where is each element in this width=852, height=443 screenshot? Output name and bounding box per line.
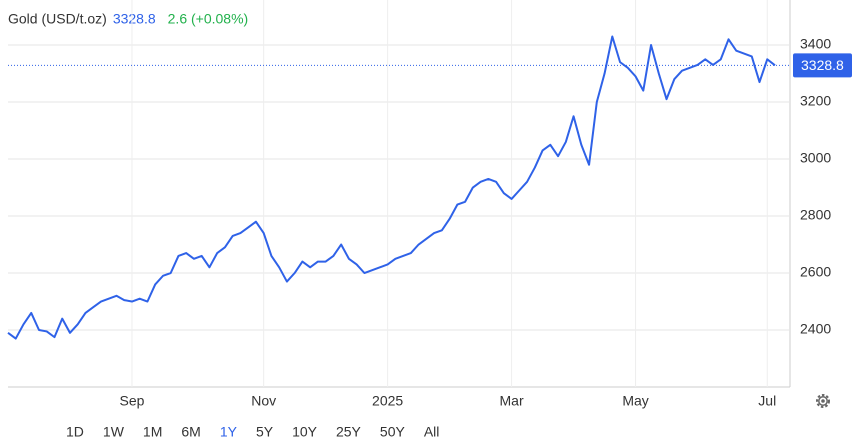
- range-button[interactable]: 5Y: [256, 424, 274, 440]
- range-button[interactable]: 50Y: [380, 424, 406, 440]
- x-tick-label: May: [622, 393, 648, 409]
- range-button[interactable]: 1M: [143, 424, 162, 440]
- range-button[interactable]: 1D: [66, 424, 84, 440]
- x-tick-label: Nov: [251, 393, 276, 409]
- header-price: 3328.8: [113, 11, 156, 27]
- gear-ring: [818, 396, 828, 406]
- gear-teeth: [816, 394, 830, 408]
- y-tick-label: 3200: [800, 93, 831, 109]
- range-button[interactable]: 1Y: [220, 424, 238, 440]
- range-button[interactable]: 10Y: [292, 424, 318, 440]
- x-tick-label: Jul: [758, 393, 776, 409]
- range-button[interactable]: 25Y: [336, 424, 362, 440]
- range-button[interactable]: 1W: [103, 424, 125, 440]
- range-button[interactable]: All: [424, 424, 440, 440]
- range-button[interactable]: 6M: [181, 424, 200, 440]
- y-tick-label: 2800: [800, 207, 831, 223]
- y-tick-label: 3400: [800, 36, 831, 52]
- gear-hub: [821, 399, 825, 403]
- y-tick-label: 2600: [800, 264, 831, 280]
- header-change: 2.6 (+0.08%): [168, 11, 249, 27]
- x-tick-label: Sep: [119, 393, 144, 409]
- chart-title: Gold (USD/t.oz): [8, 11, 107, 27]
- last-price-label: 3328.8: [801, 57, 844, 73]
- y-tick-label: 3000: [800, 150, 831, 166]
- price-line: [7, 35, 776, 340]
- last-price-box: [793, 53, 852, 78]
- x-tick-label: Mar: [500, 393, 524, 409]
- y-tick-label: 2400: [800, 321, 831, 337]
- x-tick-label: 2025: [372, 393, 403, 409]
- settings-button[interactable]: [816, 394, 830, 408]
